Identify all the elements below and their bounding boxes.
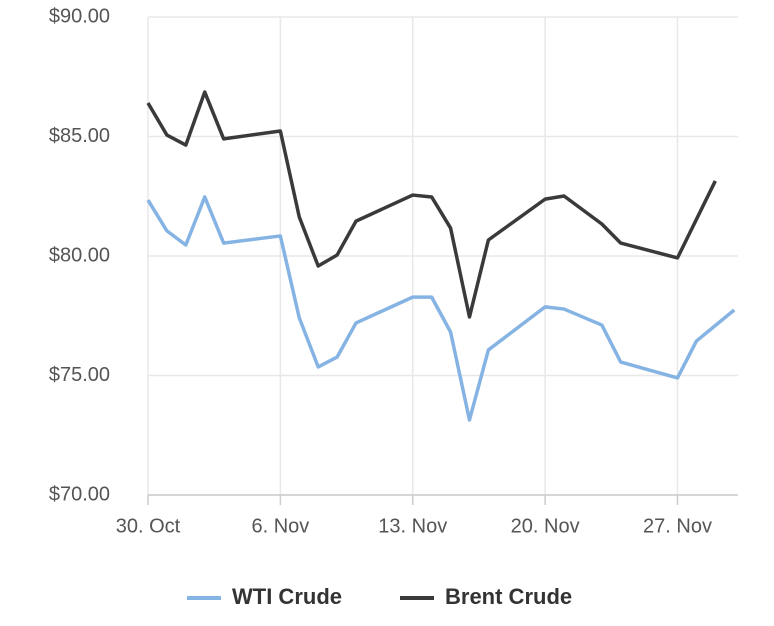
legend-text: WTI Crude: [232, 584, 342, 609]
line-series: [146, 90, 717, 319]
y-tick-label: $70.00: [49, 483, 110, 505]
x-tick-label: 27. Nov: [643, 515, 712, 537]
legend-text: Brent Crude: [445, 584, 572, 609]
line-series: [146, 195, 736, 422]
y-tick-label: $80.00: [49, 244, 110, 266]
y-tick-label: $75.00: [49, 364, 110, 386]
x-tick-label: 13. Nov: [378, 515, 447, 537]
x-tick-label: 6. Nov: [251, 515, 309, 537]
x-tick-label: 20. Nov: [511, 515, 580, 537]
x-tick-label: 30. Oct: [116, 515, 181, 537]
y-tick-label: $85.00: [49, 125, 110, 147]
y-tick-label: $90.00: [49, 5, 110, 27]
